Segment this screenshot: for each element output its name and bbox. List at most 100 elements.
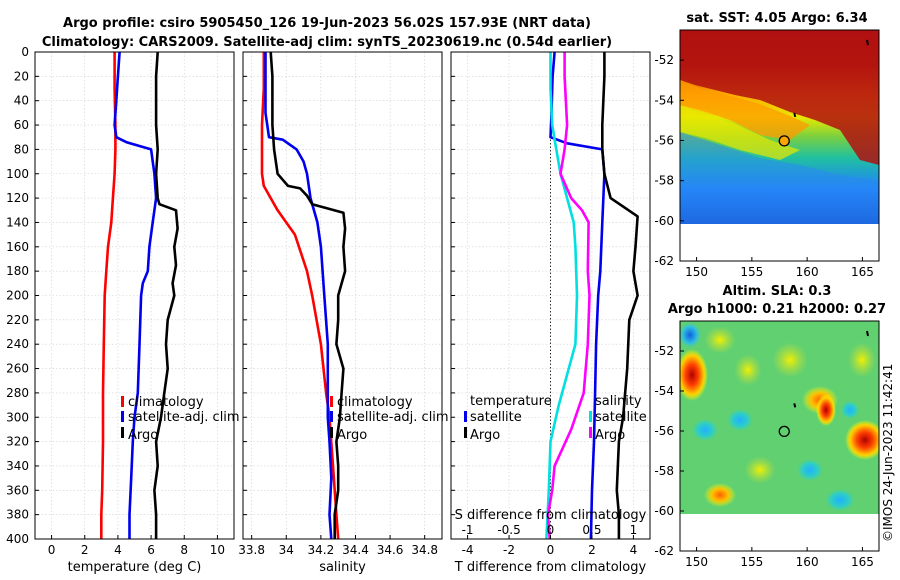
- argo-location-marker: [778, 135, 790, 147]
- x-tick-label: 2: [588, 543, 596, 557]
- float-track-mark: [866, 330, 869, 337]
- difference-legend-salinity: salinity satellite Argo: [589, 394, 647, 443]
- x-tick-label: 4: [630, 543, 638, 557]
- x-axis-label: temperature (deg C): [68, 560, 202, 575]
- sst-front-yellow: [680, 105, 800, 160]
- x2-tick-label: -1: [462, 523, 474, 537]
- difference-panel: -4 -2 0 2 4 T difference from climatology S di…: [450, 51, 651, 575]
- x-tick-label: -2: [503, 543, 515, 557]
- x-tick-label: 155: [740, 265, 763, 279]
- sst-cold-region: [680, 132, 879, 224]
- y-tick-label: 260: [6, 362, 29, 376]
- legend-swatch-s-argo: [589, 427, 592, 438]
- legend-swatch-climatology: [121, 396, 124, 407]
- sst-nodata: [680, 224, 879, 261]
- x-tick-label: 0: [547, 543, 555, 557]
- x2-axis-label: S difference from climatology: [455, 508, 647, 523]
- legend-label-t-argo: Argo: [470, 428, 500, 443]
- sst-warm-region: [680, 30, 879, 165]
- sst-front-orange: [680, 80, 810, 140]
- y-tick-label: -54: [654, 93, 674, 107]
- x2-tick-label: 0: [547, 523, 555, 537]
- y-tick-label: 220: [6, 313, 29, 327]
- y-tick-label: 400: [6, 532, 29, 546]
- legend-swatch-argo: [121, 427, 124, 438]
- y-tick-label: -58: [654, 174, 674, 188]
- y-tick-label: 280: [6, 386, 29, 400]
- x-axis-label: salinity: [319, 560, 366, 575]
- series-line-salinity-satellite: [545, 52, 579, 540]
- series-line-satellite-adj-clim: [113, 51, 158, 539]
- sla-eddy: [680, 349, 708, 401]
- salinity-legend: climatology satellite-adj. clim Argo: [330, 395, 449, 443]
- y-tick-label: 80: [14, 142, 29, 156]
- y-tick-label: 200: [6, 289, 29, 303]
- x-tick-label: 34.4: [342, 543, 369, 557]
- x2-tick-label: -0.5: [497, 523, 520, 537]
- sst-map: sat. SST: 4.05 Argo: 6.34 150 155 160 165 -5…: [654, 11, 880, 279]
- legend-label-s-argo: Argo: [595, 428, 625, 443]
- x-tick-label: 33.8: [238, 543, 265, 557]
- sla-eddy: [691, 418, 719, 442]
- figure-title-line-1: Argo profile: csiro 5905450_126 19-Jun-2…: [63, 16, 591, 31]
- x-tick-label: 34.6: [377, 543, 404, 557]
- sla-eddy: [848, 342, 876, 378]
- y-tick-label: 360: [6, 483, 29, 497]
- series-line-satellite-adj-clim: [264, 52, 333, 540]
- sla-map-subtitle: Argo h1000: 0.21 h2000: 0.27: [668, 302, 886, 317]
- y-tick-label: 300: [6, 410, 29, 424]
- sla-map-title: Altim. SLA: 0.3: [723, 284, 832, 299]
- legend-swatch-t-satellite: [464, 411, 467, 422]
- y-tick-label: 60: [14, 118, 29, 132]
- y-tick-label: -52: [654, 53, 674, 67]
- temperature-panel: 0 2 4 6 8 10 temperature (deg C) 0 20 40 60 80 100 12…: [6, 45, 235, 575]
- y-tick-label: -54: [654, 384, 674, 398]
- y-tick-label: 40: [14, 94, 29, 108]
- figure-title-line-2: Climatology: CARS2009. Satellite-adj cli…: [42, 35, 612, 50]
- y-tick-label: -52: [654, 344, 674, 358]
- sla-eddy: [680, 321, 702, 349]
- legend-label-climatology: climatology: [128, 395, 204, 410]
- sla-eddy: [744, 456, 776, 484]
- y-tick-label: 240: [6, 337, 29, 351]
- series-line-climatology: [260, 52, 340, 540]
- y-tick-label: 340: [6, 459, 29, 473]
- sla-eddy: [824, 488, 856, 512]
- x-tick-label: 150: [685, 265, 708, 279]
- sla-nodata: [680, 514, 879, 551]
- legend-label-satellite: satellite-adj. clim: [128, 410, 240, 425]
- sla-eddy: [726, 408, 754, 432]
- argo-location-marker: [778, 425, 790, 438]
- legend-label-satellite: satellite-adj. clim: [337, 410, 449, 425]
- x-tick-label: 165: [851, 265, 874, 279]
- sla-eddy: [704, 326, 736, 354]
- sla-eddy: [845, 420, 879, 460]
- x2-tick-label: 0.5: [582, 523, 601, 537]
- y-tick-label: -56: [654, 133, 674, 147]
- sla-eddy: [734, 354, 762, 386]
- y-tick-label: -58: [654, 464, 674, 478]
- sla-eddy: [772, 342, 808, 378]
- difference-legend-temperature: temperature satellite Argo: [464, 394, 552, 443]
- x-axis-label: T difference from climatology: [454, 560, 647, 575]
- sla-map: Altim. SLA: 0.3 Argo h1000: 0.21 h2000: …: [654, 284, 886, 569]
- legend-swatch-t-argo: [464, 427, 467, 438]
- x-tick-label: -4: [462, 543, 474, 557]
- sla-eddy: [796, 458, 824, 482]
- y-tick-label: 380: [6, 508, 29, 522]
- sla-eddy: [704, 483, 736, 507]
- x-tick-label: 34.8: [411, 543, 438, 557]
- x-tick-label: 10: [210, 543, 225, 557]
- legend-label-argo: Argo: [128, 428, 158, 443]
- float-track-mark: [793, 112, 797, 118]
- sla-field: [680, 321, 879, 551]
- y-tick-label: -56: [654, 424, 674, 438]
- y-tick-label: 180: [6, 264, 29, 278]
- x-tick-label: 8: [180, 543, 188, 557]
- series-line-temperature-argo: [600, 52, 639, 539]
- sla-eddy: [816, 394, 836, 426]
- x-tick-label: 160: [796, 265, 819, 279]
- sla-axes: 150 155 160 165 -52 -54 -56 -58 -60 -62: [654, 320, 880, 569]
- legend-label-t-satellite: satellite: [470, 410, 522, 425]
